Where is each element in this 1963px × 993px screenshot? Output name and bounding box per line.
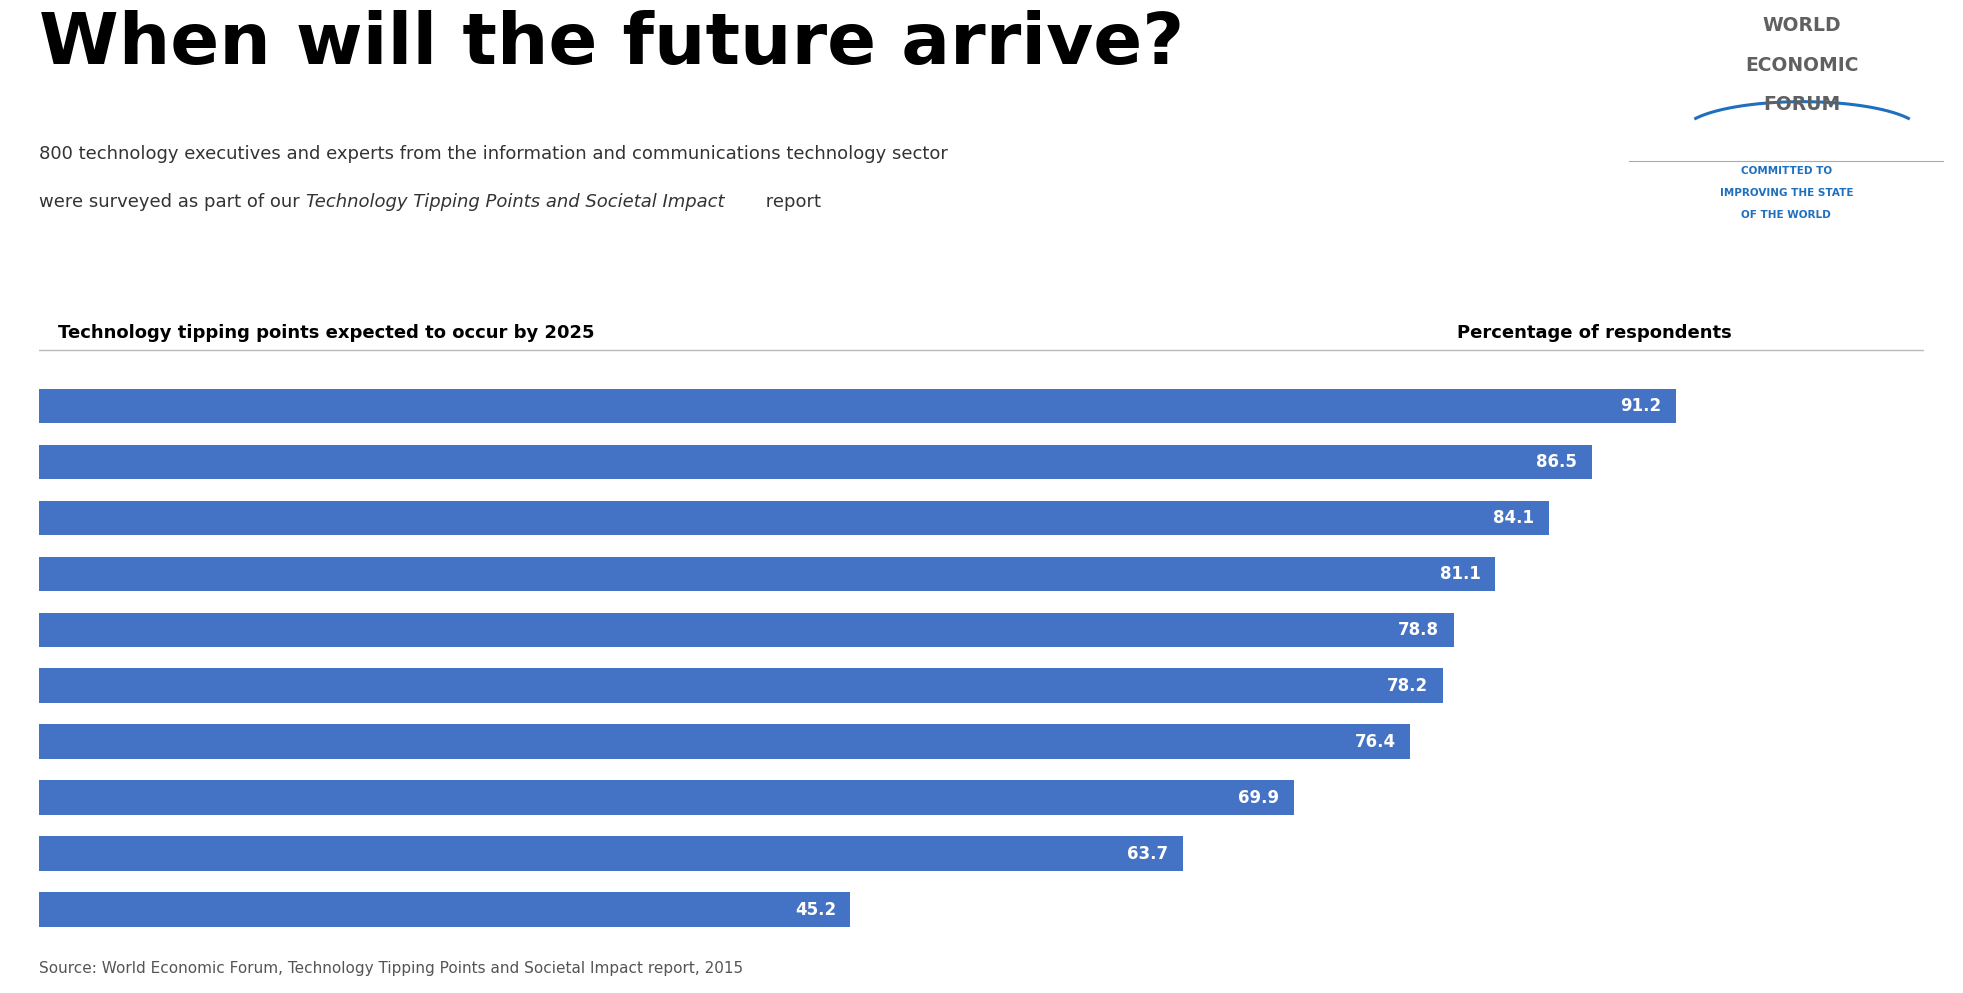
Text: Technology tipping points expected to occur by 2025: Technology tipping points expected to oc… [59, 324, 595, 343]
Text: 81.1: 81.1 [1439, 565, 1480, 583]
Text: When will the future arrive?: When will the future arrive? [39, 10, 1184, 78]
Text: 76.4: 76.4 [1354, 733, 1396, 751]
Bar [39, 780, 1294, 815]
Text: 69.9: 69.9 [1239, 788, 1280, 806]
Text: ECONOMIC: ECONOMIC [1745, 56, 1859, 74]
Bar [39, 613, 1453, 647]
Text: 800 technology executives and experts from the information and communications te: 800 technology executives and experts fr… [39, 145, 948, 164]
Text: COMMITTED TO: COMMITTED TO [1741, 166, 1831, 176]
Text: 63.7: 63.7 [1127, 845, 1168, 863]
Bar [39, 500, 1549, 535]
Text: FORUM: FORUM [1763, 95, 1841, 114]
Bar [39, 836, 1182, 871]
Bar [39, 445, 1592, 480]
Bar [39, 893, 850, 927]
Text: WORLD: WORLD [1763, 17, 1841, 36]
Bar [39, 668, 1443, 703]
Text: Percentage of respondents: Percentage of respondents [1457, 324, 1731, 343]
Text: IMPROVING THE STATE: IMPROVING THE STATE [1720, 188, 1853, 198]
Text: Technology Tipping Points and Societal Impact: Technology Tipping Points and Societal I… [306, 194, 724, 212]
Text: report: report [760, 194, 821, 212]
Text: 78.2: 78.2 [1388, 677, 1429, 695]
Bar [39, 725, 1411, 760]
Text: OF THE WORLD: OF THE WORLD [1741, 210, 1831, 219]
Text: 78.8: 78.8 [1398, 621, 1439, 638]
Text: 45.2: 45.2 [795, 901, 836, 919]
Text: 91.2: 91.2 [1621, 397, 1663, 415]
Text: were surveyed as part of our: were surveyed as part of our [39, 194, 306, 212]
Bar [39, 388, 1676, 423]
Bar [39, 556, 1494, 591]
Text: 84.1: 84.1 [1494, 509, 1535, 527]
Text: Source: World Economic Forum, Technology Tipping Points and Societal Impact repo: Source: World Economic Forum, Technology… [39, 960, 744, 976]
Text: 86.5: 86.5 [1537, 453, 1578, 471]
